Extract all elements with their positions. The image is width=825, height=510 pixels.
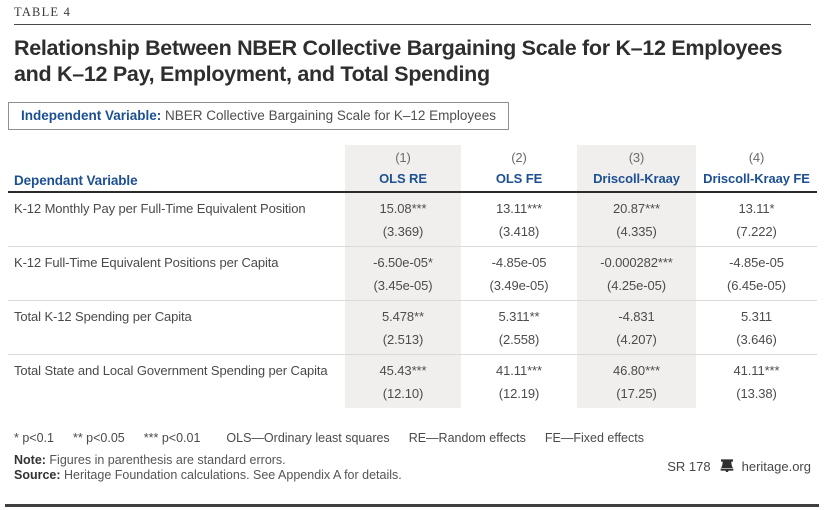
row-label: Total State and Local Government Spendin…: [14, 363, 328, 379]
page-title: Relationship Between NBER Collective Bar…: [14, 35, 811, 88]
coef-cell: 20.87***: [577, 192, 696, 221]
table-label: TABLE 4: [14, 5, 72, 19]
title-line-1: Relationship Between NBER Collective Bar…: [14, 36, 783, 60]
coef-cell: -4.831: [577, 300, 696, 329]
coef-cell: 15.08***: [345, 192, 461, 221]
se-cell: (4.207): [577, 328, 696, 354]
legend-re: RE—Random effects: [408, 430, 526, 445]
column-name-ols-re: OLS RE: [345, 166, 461, 191]
se-cell: (3.369): [345, 220, 461, 246]
row-label-spacer: [8, 383, 345, 408]
source-text: Heritage Foundation calculations. See Ap…: [60, 467, 402, 482]
coef-cell: 5.478**: [345, 300, 461, 329]
column-number-4: (4): [748, 150, 765, 166]
title-line-2: and K–12 Pay, Employment, and Total Spen…: [14, 62, 490, 87]
significance-legend: * p<0.1 ** p<0.05 *** p<0.01 OLS—Ordinar…: [14, 431, 811, 445]
column-name-driscoll-kraay-fe: Driscoll-Kraay FE: [703, 171, 810, 187]
coef-cell: -0.000282***: [577, 246, 696, 275]
se-cell: (3.646): [736, 331, 777, 347]
column-number-1: (1): [345, 144, 461, 167]
row-label-spacer: [8, 275, 345, 300]
independent-variable-box: Independent Variable: NBER Collective Ba…: [8, 101, 509, 130]
header-spacer: [8, 145, 345, 167]
top-rule: [14, 24, 811, 25]
legend-p1: * p<0.1: [14, 430, 54, 445]
se-cell: (2.558): [498, 331, 540, 347]
se-cell: (13.38): [736, 385, 777, 401]
legend-ols: OLS—Ordinary least squares: [226, 430, 390, 445]
row-separator: [8, 245, 817, 247]
row-label: Total K-12 Spending per Capita: [14, 309, 192, 325]
legend-p3: *** p<0.01: [143, 430, 201, 445]
coef-cell: -4.85e-05: [729, 255, 784, 271]
row-separator: [8, 299, 817, 301]
se-cell: (2.513): [345, 328, 461, 354]
report-id: SR 178: [667, 458, 711, 474]
se-cell: (4.25e-05): [577, 274, 696, 300]
se-cell: (3.45e-05): [345, 274, 461, 300]
coef-cell: 41.11***: [496, 363, 542, 379]
se-cell: (12.19): [498, 385, 540, 401]
note-text: Figures in parenthesis are standard erro…: [45, 453, 286, 467]
column-number-3: (3): [577, 144, 696, 167]
independent-variable-value: NBER Collective Bargaining Scale for K–1…: [161, 107, 496, 123]
se-cell: (3.49e-05): [489, 277, 549, 293]
site-link: heritage.org: [741, 458, 811, 474]
se-cell: (3.418): [498, 223, 540, 239]
se-cell: (17.25): [577, 382, 696, 408]
independent-variable-label: Independent Variable:: [21, 107, 162, 123]
column-name-ols-fe: OLS FE: [495, 171, 543, 187]
row-label-spacer: [8, 329, 345, 354]
header-rule: [8, 190, 817, 193]
note-line: Note: Figures in parenthesis are standar…: [14, 453, 402, 468]
coef-cell: 41.11***: [733, 363, 780, 379]
bottom-rule: [5, 504, 819, 507]
column-name-driscoll-kraay: Driscoll-Kraay: [577, 166, 696, 191]
footer-right: SR 178 heritage.org: [667, 459, 811, 483]
legend-p2: ** p<0.05: [72, 430, 125, 445]
legend-fe: FE—Fixed effects: [544, 430, 644, 445]
se-cell: (7.222): [736, 223, 777, 239]
notes-block: Note: Figures in parenthesis are standar…: [14, 453, 402, 483]
row-separator: [8, 353, 817, 355]
row-label: K-12 Full-Time Equivalent Positions per …: [14, 255, 279, 271]
coef-cell: -6.50e-05*: [345, 246, 461, 275]
coef-cell: 5.311**: [498, 309, 540, 325]
results-table: (1) (2) (3) (4) Dependant Variable OLS R…: [8, 144, 817, 408]
column-number-2: (2): [511, 150, 527, 166]
coef-cell: 45.43***: [345, 354, 461, 383]
note-label: Note:: [14, 453, 46, 467]
source-label: Source:: [14, 467, 61, 482]
footer: Note: Figures in parenthesis are standar…: [14, 453, 811, 483]
coef-cell: 5.311: [740, 309, 773, 325]
source-line: Source: Heritage Foundation calculations…: [14, 468, 402, 483]
se-cell: (12.10): [345, 382, 461, 408]
se-cell: (4.335): [577, 220, 696, 246]
row-label: K-12 Monthly Pay per Full-Time Equivalen…: [14, 201, 306, 217]
coef-cell: -4.85e-05: [491, 255, 547, 271]
se-cell: (6.45e-05): [727, 277, 786, 293]
coef-cell: 13.11***: [496, 201, 542, 217]
coef-cell: 13.11*: [738, 201, 775, 217]
row-label-spacer: [8, 221, 345, 246]
coef-cell: 46.80***: [577, 354, 696, 383]
dependent-variable-header: Dependant Variable: [14, 172, 138, 188]
liberty-bell-icon: [720, 459, 733, 472]
